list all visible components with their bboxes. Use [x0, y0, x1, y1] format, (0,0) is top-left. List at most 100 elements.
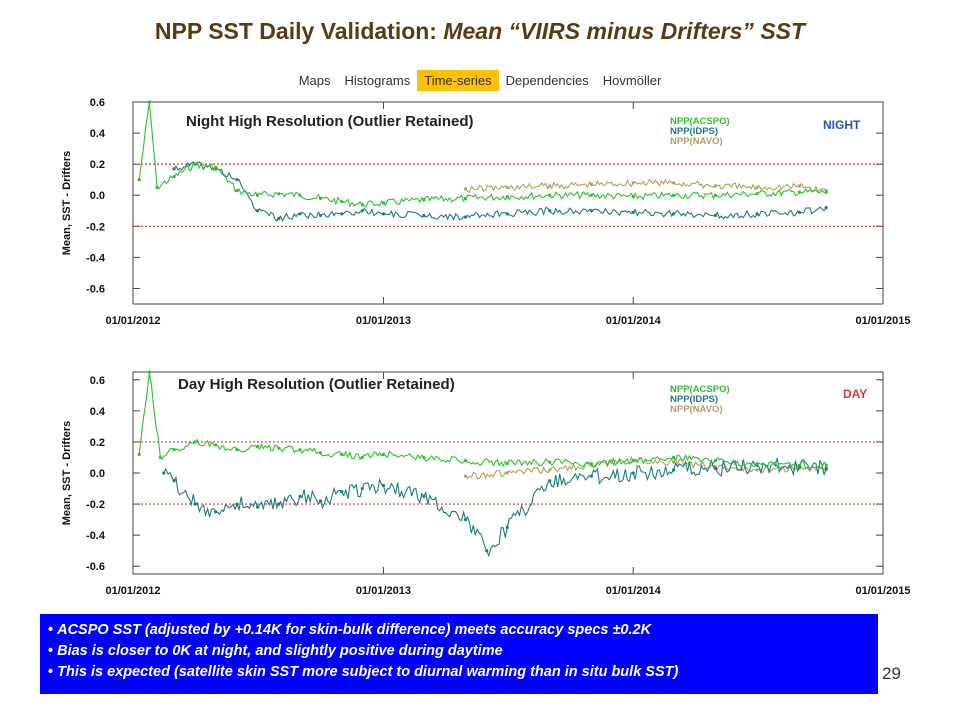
data-point [235, 178, 239, 182]
data-point [548, 209, 552, 213]
data-point [797, 463, 802, 467]
bullet-item: ACSPO SST (adjusted by +0.14K for skin-b… [48, 620, 870, 641]
slide-title-italic: Mean “VIIRS minus Drifters” SST [443, 18, 806, 44]
data-point [824, 206, 828, 210]
data-point [755, 462, 759, 466]
data-point [505, 185, 509, 190]
data-point [755, 192, 759, 196]
night-panel-tag: NIGHT [823, 118, 861, 132]
data-point [824, 463, 828, 467]
data-point [340, 212, 344, 216]
y-tick-label: 0.0 [90, 468, 105, 480]
data-point [255, 505, 260, 509]
data-point [485, 549, 489, 553]
data-point [548, 460, 552, 464]
data-point [824, 190, 828, 194]
data-point [713, 466, 717, 470]
plot-frame [132, 101, 884, 305]
series-line-npp-acspo [138, 102, 827, 208]
data-point [318, 499, 323, 503]
tab-dependencies[interactable]: Dependencies [505, 73, 589, 88]
data-point [463, 518, 468, 522]
data-point [298, 494, 302, 498]
bullet-item: This is expected (satellite skin SST mor… [48, 662, 870, 683]
night-chart: -0.6 -0.4 -0.2 0.0 0.2 0.4 0.6 01/01/2012 01/01/… [61, 97, 911, 327]
data-point [713, 184, 717, 188]
data-point [340, 490, 344, 494]
data-point [214, 165, 218, 169]
data-point [193, 502, 197, 506]
data-point [505, 525, 509, 529]
data-point [797, 184, 802, 188]
legend-entry: NPP(NAVO) [670, 136, 723, 147]
tab-hovmoller[interactable]: Hovmöller [602, 73, 662, 88]
data-point [824, 466, 828, 470]
data-point [631, 471, 635, 475]
data-point [360, 486, 364, 491]
series-line-npp-navo [465, 178, 827, 194]
tab-maps[interactable]: Maps [298, 73, 331, 88]
data-point [463, 196, 468, 200]
data-point [631, 195, 635, 199]
chart-title: Night High Resolution (Outlier Retained) [186, 113, 474, 130]
series-line-npp-idps [173, 161, 827, 223]
data-point [422, 494, 426, 498]
data-point [631, 458, 635, 463]
x-tick-label: 01/01/2012 [105, 315, 160, 327]
data-point [589, 462, 594, 466]
data-point [505, 195, 509, 199]
data-point [589, 474, 594, 478]
data-point [505, 212, 509, 216]
y-tick-label: 0.0 [90, 190, 105, 202]
tab-bar: Maps Histograms Time-series Dependencies… [0, 70, 960, 91]
y-axis-label: Mean, SST - Drifters [61, 421, 73, 526]
legend-entry: NPP(IDPS) [670, 394, 718, 405]
data-point [155, 185, 159, 190]
data-point [318, 451, 323, 455]
data-point [463, 187, 468, 191]
data-point [255, 193, 260, 197]
x-tick-label: 01/01/2014 [606, 585, 662, 597]
data-point [158, 455, 162, 460]
y-tick-label: 0.6 [90, 97, 105, 109]
data-point [193, 440, 197, 444]
data-point [277, 192, 281, 196]
data-point [797, 190, 802, 194]
data-point [340, 199, 344, 204]
data-point [672, 455, 676, 460]
y-tick-label: -0.6 [86, 561, 105, 573]
day-panel-tag: DAY [843, 387, 868, 401]
data-point [589, 209, 594, 213]
data-point [463, 458, 468, 463]
data-point [381, 212, 386, 216]
data-point [381, 201, 386, 205]
data-point [235, 502, 239, 506]
y-tick-label: 0.2 [90, 159, 105, 171]
data-point [381, 452, 386, 456]
tab-time-series[interactable]: Time-series [417, 70, 499, 91]
bullet-item: Bias is closer to 0K at night, and sligh… [48, 641, 870, 662]
data-point [318, 196, 323, 200]
x-tick-label: 01/01/2013 [356, 585, 411, 597]
data-point [298, 448, 302, 452]
data-point [713, 193, 717, 197]
data-point [631, 210, 635, 214]
y-tick-label: -0.4 [86, 530, 106, 542]
data-point [672, 468, 676, 472]
data-point [360, 455, 364, 460]
data-point [137, 452, 141, 456]
data-point [755, 212, 759, 216]
data-point [172, 174, 176, 179]
y-tick-label: -0.6 [86, 283, 105, 295]
data-point [277, 502, 281, 506]
data-point [672, 460, 676, 464]
y-tick-label: 0.2 [90, 437, 105, 449]
data-point [672, 193, 676, 197]
y-tick-label: 0.6 [90, 375, 105, 387]
x-tick-label: 01/01/2012 [105, 585, 160, 597]
tab-histograms[interactable]: Histograms [344, 73, 411, 88]
y-tick-label: -0.2 [86, 221, 105, 233]
data-point [147, 370, 152, 374]
data-point [548, 184, 552, 188]
data-point [172, 167, 176, 171]
